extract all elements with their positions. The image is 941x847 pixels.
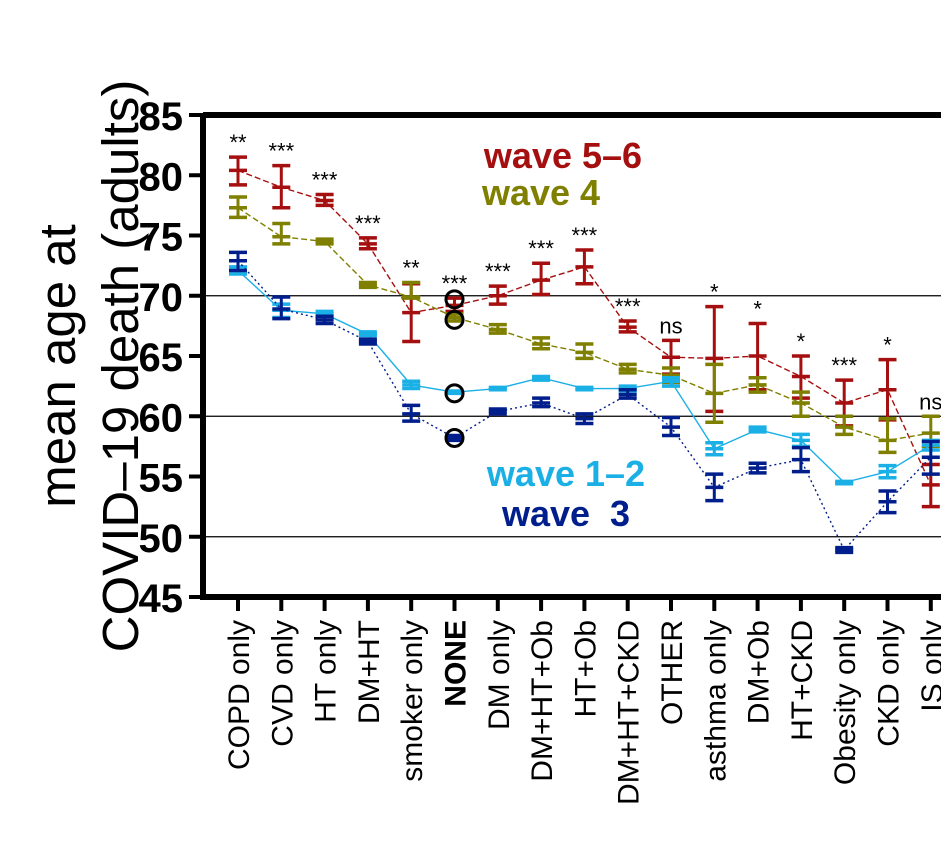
x-tick-label: CKD only [873,620,906,747]
x-tick-label: HT+CKD [786,620,819,741]
circle-marker [444,427,465,448]
significance-label: ns [919,389,941,414]
series-line [237,260,932,552]
x-tick-label: COPD only [223,620,256,770]
significance-label: ** [403,255,421,280]
significance-label: *** [355,211,381,236]
x-tick-label: DM+Ob [743,620,776,724]
gridlines [203,295,941,538]
x-tick-label: IS only [916,620,941,712]
series-line [237,207,931,442]
x-tick-label: Obesity only [829,620,862,785]
x-tick-label: DM+HT+Ob [526,620,559,782]
significance-label: *** [615,294,641,319]
x-tick-label: DM+HT [353,620,386,724]
x-tick-label: smoker only [396,620,429,782]
y-tick-label: 45 [139,577,184,621]
circle-marker [444,289,465,310]
significance-label: *** [485,259,511,284]
x-tick-label: HT+Ob [569,620,602,718]
x-tick-label: HT only [310,620,343,723]
significance-labels: ** ************** ************ns*******ns [229,130,941,414]
x-tick-label: CVD only [266,620,299,747]
y-tick-label: 55 [139,457,184,501]
y-tick-label: 70 [139,276,184,320]
significance-label: ** [229,130,247,155]
x-tick-label: DM only [483,620,516,730]
significance-label: * [753,296,762,321]
significance-label: *** [442,271,468,296]
none-markers [444,289,465,448]
y-tick-label: 80 [139,155,184,199]
significance-label: * [883,333,892,358]
series-3 [229,250,940,555]
x-tick-label: DM+HT+CKD [613,620,646,805]
legend-entry: wave 3 [501,493,630,534]
legend-entry: wave 5–6 [483,135,642,176]
y-tick-label: 50 [139,517,184,561]
legend-entry: wave 4 [481,172,600,213]
significance-label: *** [268,139,294,164]
significance-label: *** [528,236,554,261]
y-tick-label: 60 [139,396,184,440]
x-ticks: COPD only CVD only HT only DM+HT smoker only… [223,597,941,805]
significance-label: * [797,329,806,354]
significance-label: *** [312,168,338,193]
y-axis-label-line1: mean age at [29,224,86,508]
legend-entry: wave 1–2 [486,453,645,494]
y-axis-label: mean age at COVID–19 death (adults) [29,80,149,653]
significance-label: ns [659,313,682,338]
y-tick-label: 85 [139,95,184,139]
x-tick-label: asthma only [699,620,732,782]
series-layer [229,155,940,555]
circle-marker [444,383,465,404]
x-tick-label: OTHER [656,620,689,725]
series-line [237,269,932,484]
significance-label: * [710,280,719,305]
circle-marker [444,309,465,330]
y-tick-label: 65 [139,336,184,380]
significance-label: *** [572,223,598,248]
y-ticks: 45 50 55 60 65 70 75 80 85 [139,95,203,621]
x-tick-label: NONE [440,620,473,707]
y-axis-label-line2: COVID–19 death (adults) [92,80,149,653]
series-line [237,169,932,486]
y-tick-label: 75 [139,216,184,260]
significance-label: *** [831,353,857,378]
